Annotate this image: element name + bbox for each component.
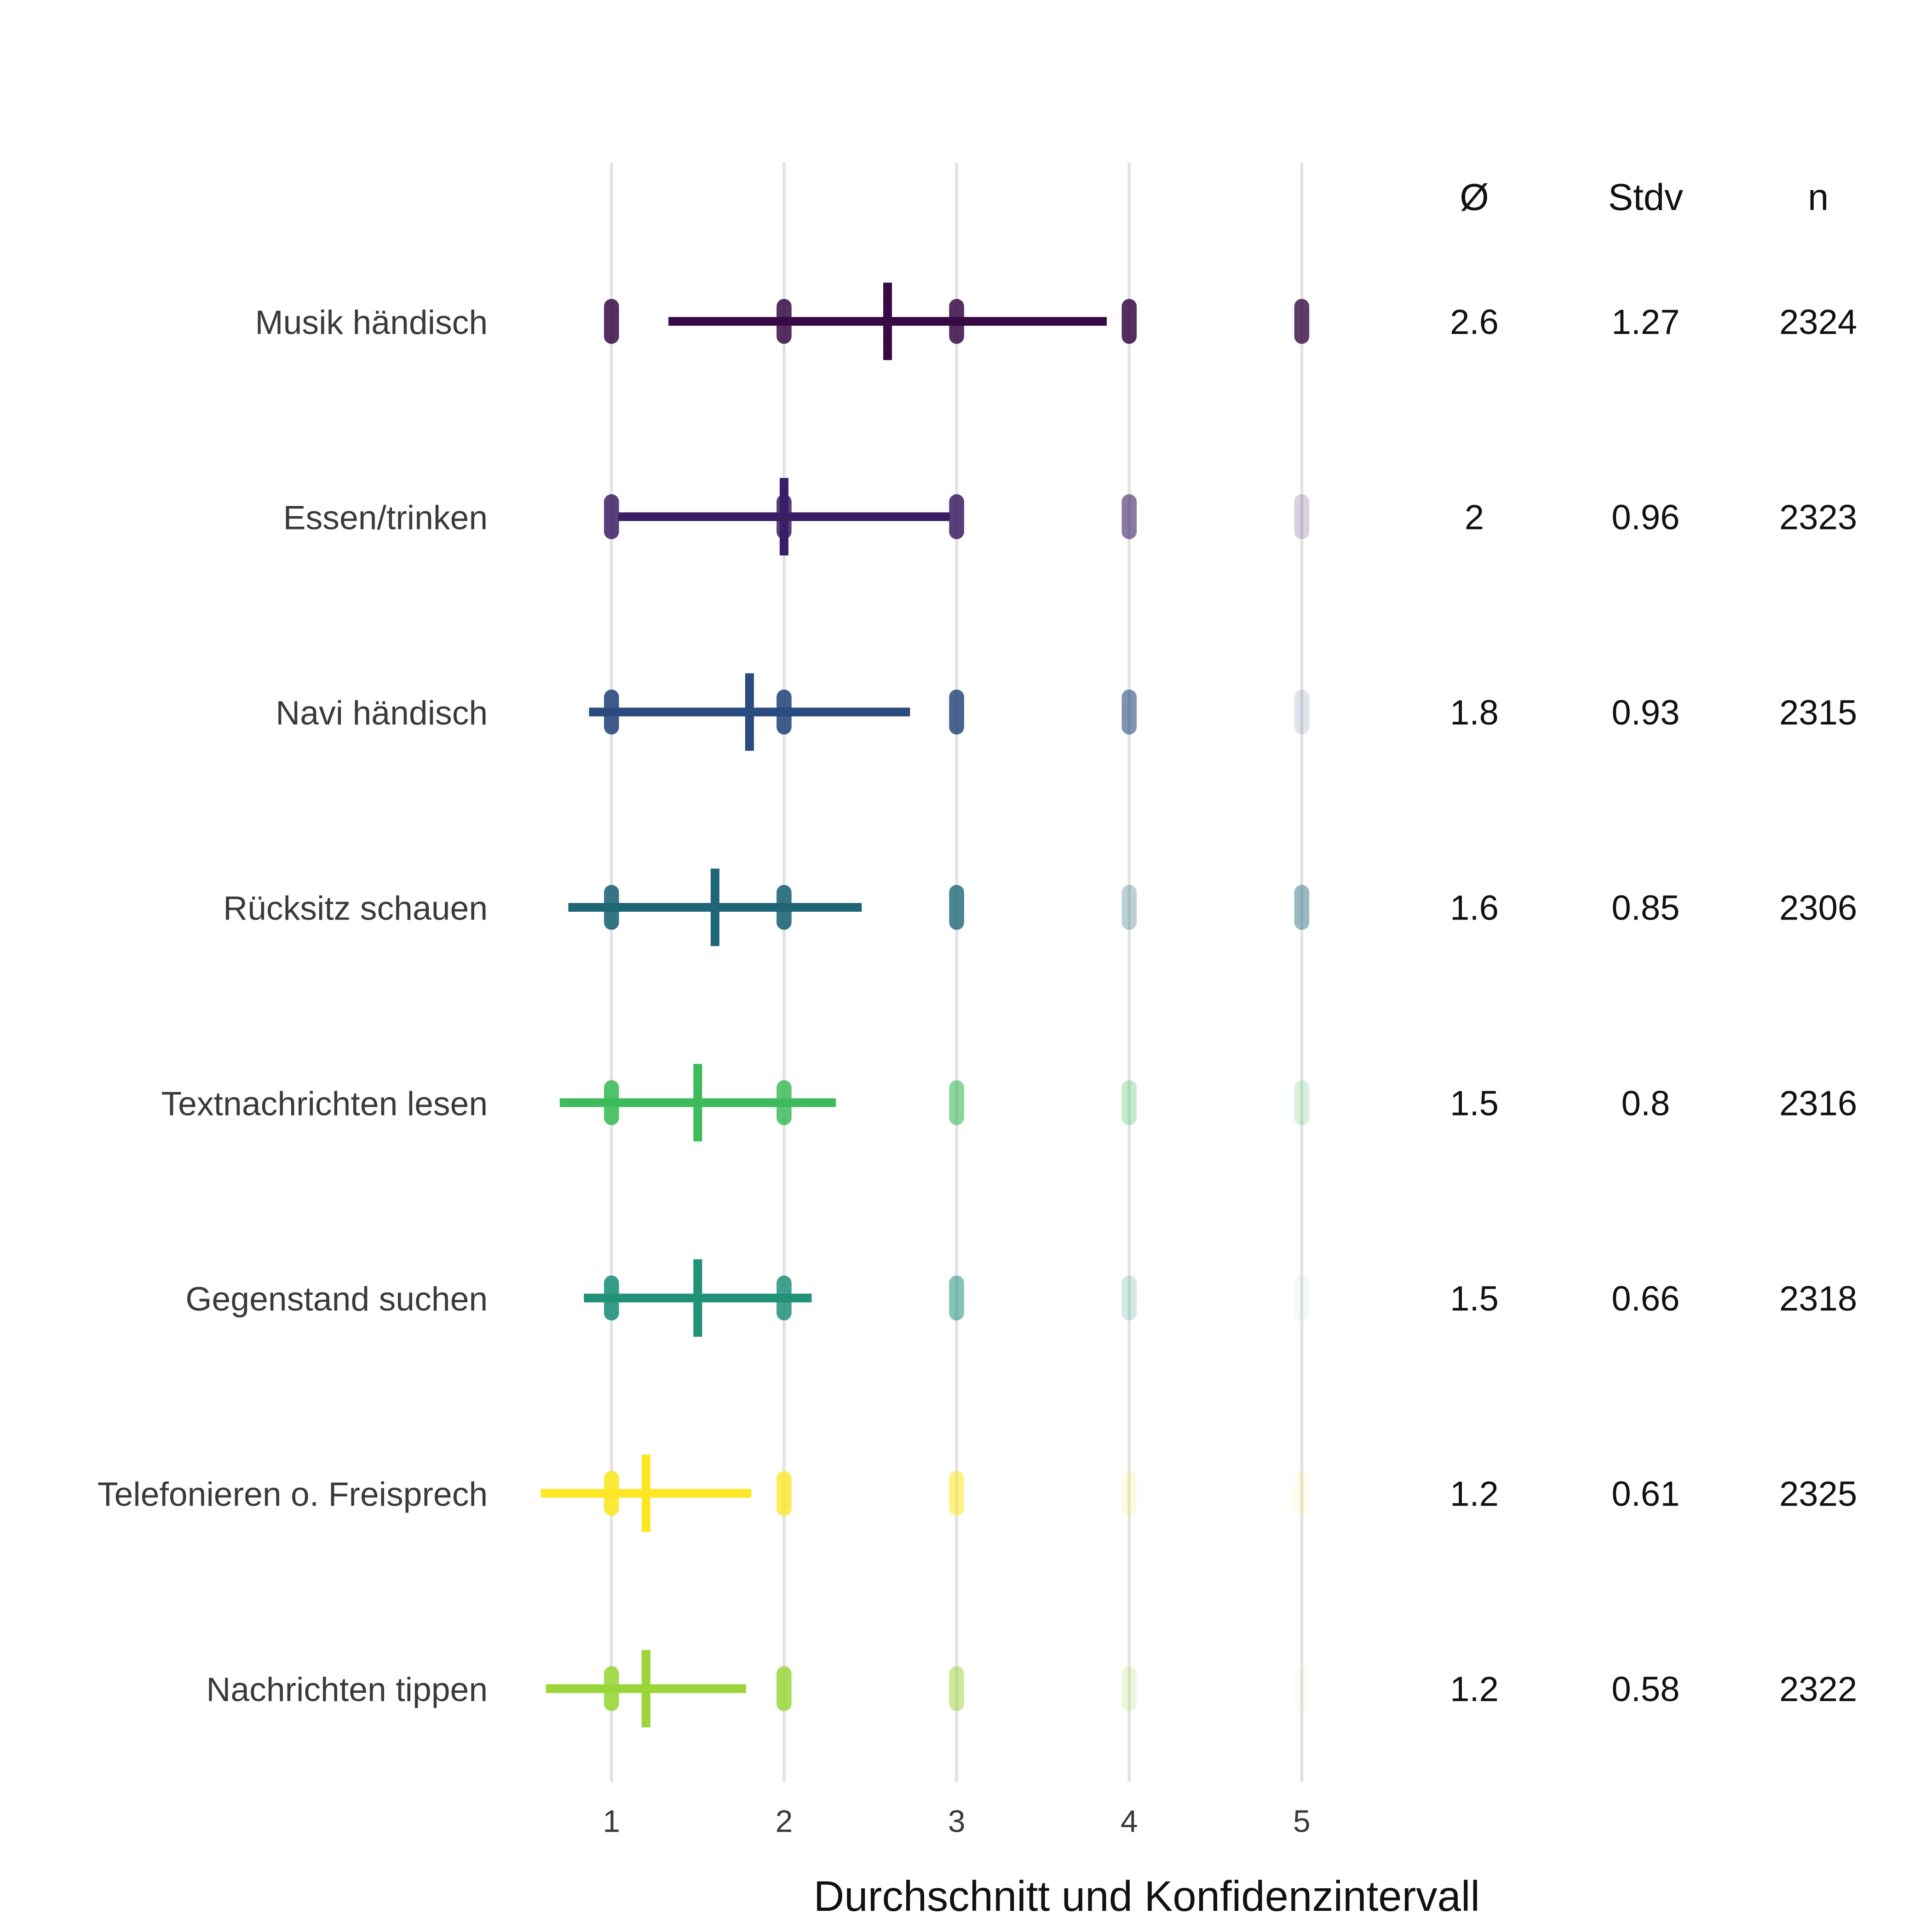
x-tick-label: 4 [1121,1804,1138,1839]
row-label: Rücksitz schauen [223,890,488,927]
mean-value: 1.5 [1450,1084,1499,1123]
sd-value: 0.96 [1611,498,1679,537]
row-0 [604,282,1310,360]
row-label: Textnachrichten lesen [161,1085,488,1122]
jitter-points [1121,885,1137,930]
mean-value: 2 [1465,498,1484,537]
header-mean: Ø [1460,177,1489,218]
mean-value: 1.5 [1450,1279,1499,1318]
row-label: Telefonieren o. Freisprech [98,1476,488,1513]
sd-value: 0.58 [1611,1670,1679,1709]
row-label: Gegenstand suchen [185,1280,488,1318]
n-value: 2318 [1779,1279,1857,1318]
header-n: n [1808,177,1828,218]
sd-value: 0.93 [1611,693,1679,732]
row-label: Essen/trinken [283,499,488,536]
x-axis-title: Durchschnitt und Konfidenzintervall [814,1872,1480,1920]
jitter-points [776,1666,792,1711]
chart-marks [540,282,1310,1728]
sd-value: 0.66 [1611,1279,1679,1318]
chart-text: Ø Stdv n Durchschnitt und Konfidenzinter… [98,177,1857,1920]
jitter-points [949,1275,964,1321]
jitter-points [1121,689,1137,735]
header-stdv: Stdv [1608,177,1683,218]
row-6 [540,1455,1310,1532]
mean-value: 1.2 [1450,1670,1499,1709]
mean-value: 1.6 [1450,889,1499,928]
n-value: 2324 [1779,303,1857,342]
jitter-points [1294,1471,1310,1516]
jitter-points [949,1666,964,1711]
mean-value: 1.8 [1450,693,1499,732]
x-tick-label: 3 [948,1804,966,1839]
n-value: 2315 [1779,693,1857,732]
mean-value: 2.6 [1450,303,1499,342]
jitter-points [1294,885,1310,930]
jitter-points [1121,1666,1137,1711]
jitter-points [949,1471,964,1516]
jitter-points [1294,299,1310,344]
row-label: Navi händisch [276,694,488,732]
gridlines [610,162,1304,1782]
row-2 [589,673,1310,751]
n-value: 2323 [1779,498,1857,537]
jitter-points [949,885,964,930]
jitter-points [1294,1275,1310,1321]
sd-value: 0.61 [1611,1475,1679,1514]
row-label: Musik händisch [255,304,488,341]
x-tick-label: 1 [603,1804,620,1839]
row-label: Nachrichten tippen [206,1671,488,1708]
jitter-points [949,494,964,540]
jitter-points [1294,494,1310,540]
sd-value: 0.85 [1611,889,1679,928]
sd-value: 1.27 [1611,303,1679,342]
row-7 [546,1650,1310,1728]
jitter-points [776,1471,792,1516]
row-3 [568,868,1310,946]
n-value: 2325 [1779,1475,1857,1514]
jitter-points [1121,299,1137,344]
row-5 [584,1259,1310,1337]
n-value: 2306 [1779,889,1857,928]
jitter-points [1121,1275,1137,1321]
jitter-points [604,299,619,344]
row-4 [559,1064,1310,1142]
row-1 [604,477,1310,556]
n-value: 2316 [1779,1084,1857,1123]
jitter-points [1294,1666,1310,1711]
jitter-points [1121,1471,1137,1516]
jitter-points [949,689,964,735]
sd-value: 0.8 [1622,1084,1670,1123]
jitter-points [604,494,619,540]
jitter-points [1121,1080,1137,1126]
jitter-points [949,1080,964,1126]
jitter-points [1294,1080,1310,1126]
x-tick-label: 5 [1293,1804,1311,1839]
jitter-points [1294,689,1310,735]
jitter-points [1121,494,1137,540]
x-tick-label: 2 [776,1804,793,1839]
n-value: 2322 [1779,1670,1857,1709]
mean-value: 1.2 [1450,1475,1499,1514]
